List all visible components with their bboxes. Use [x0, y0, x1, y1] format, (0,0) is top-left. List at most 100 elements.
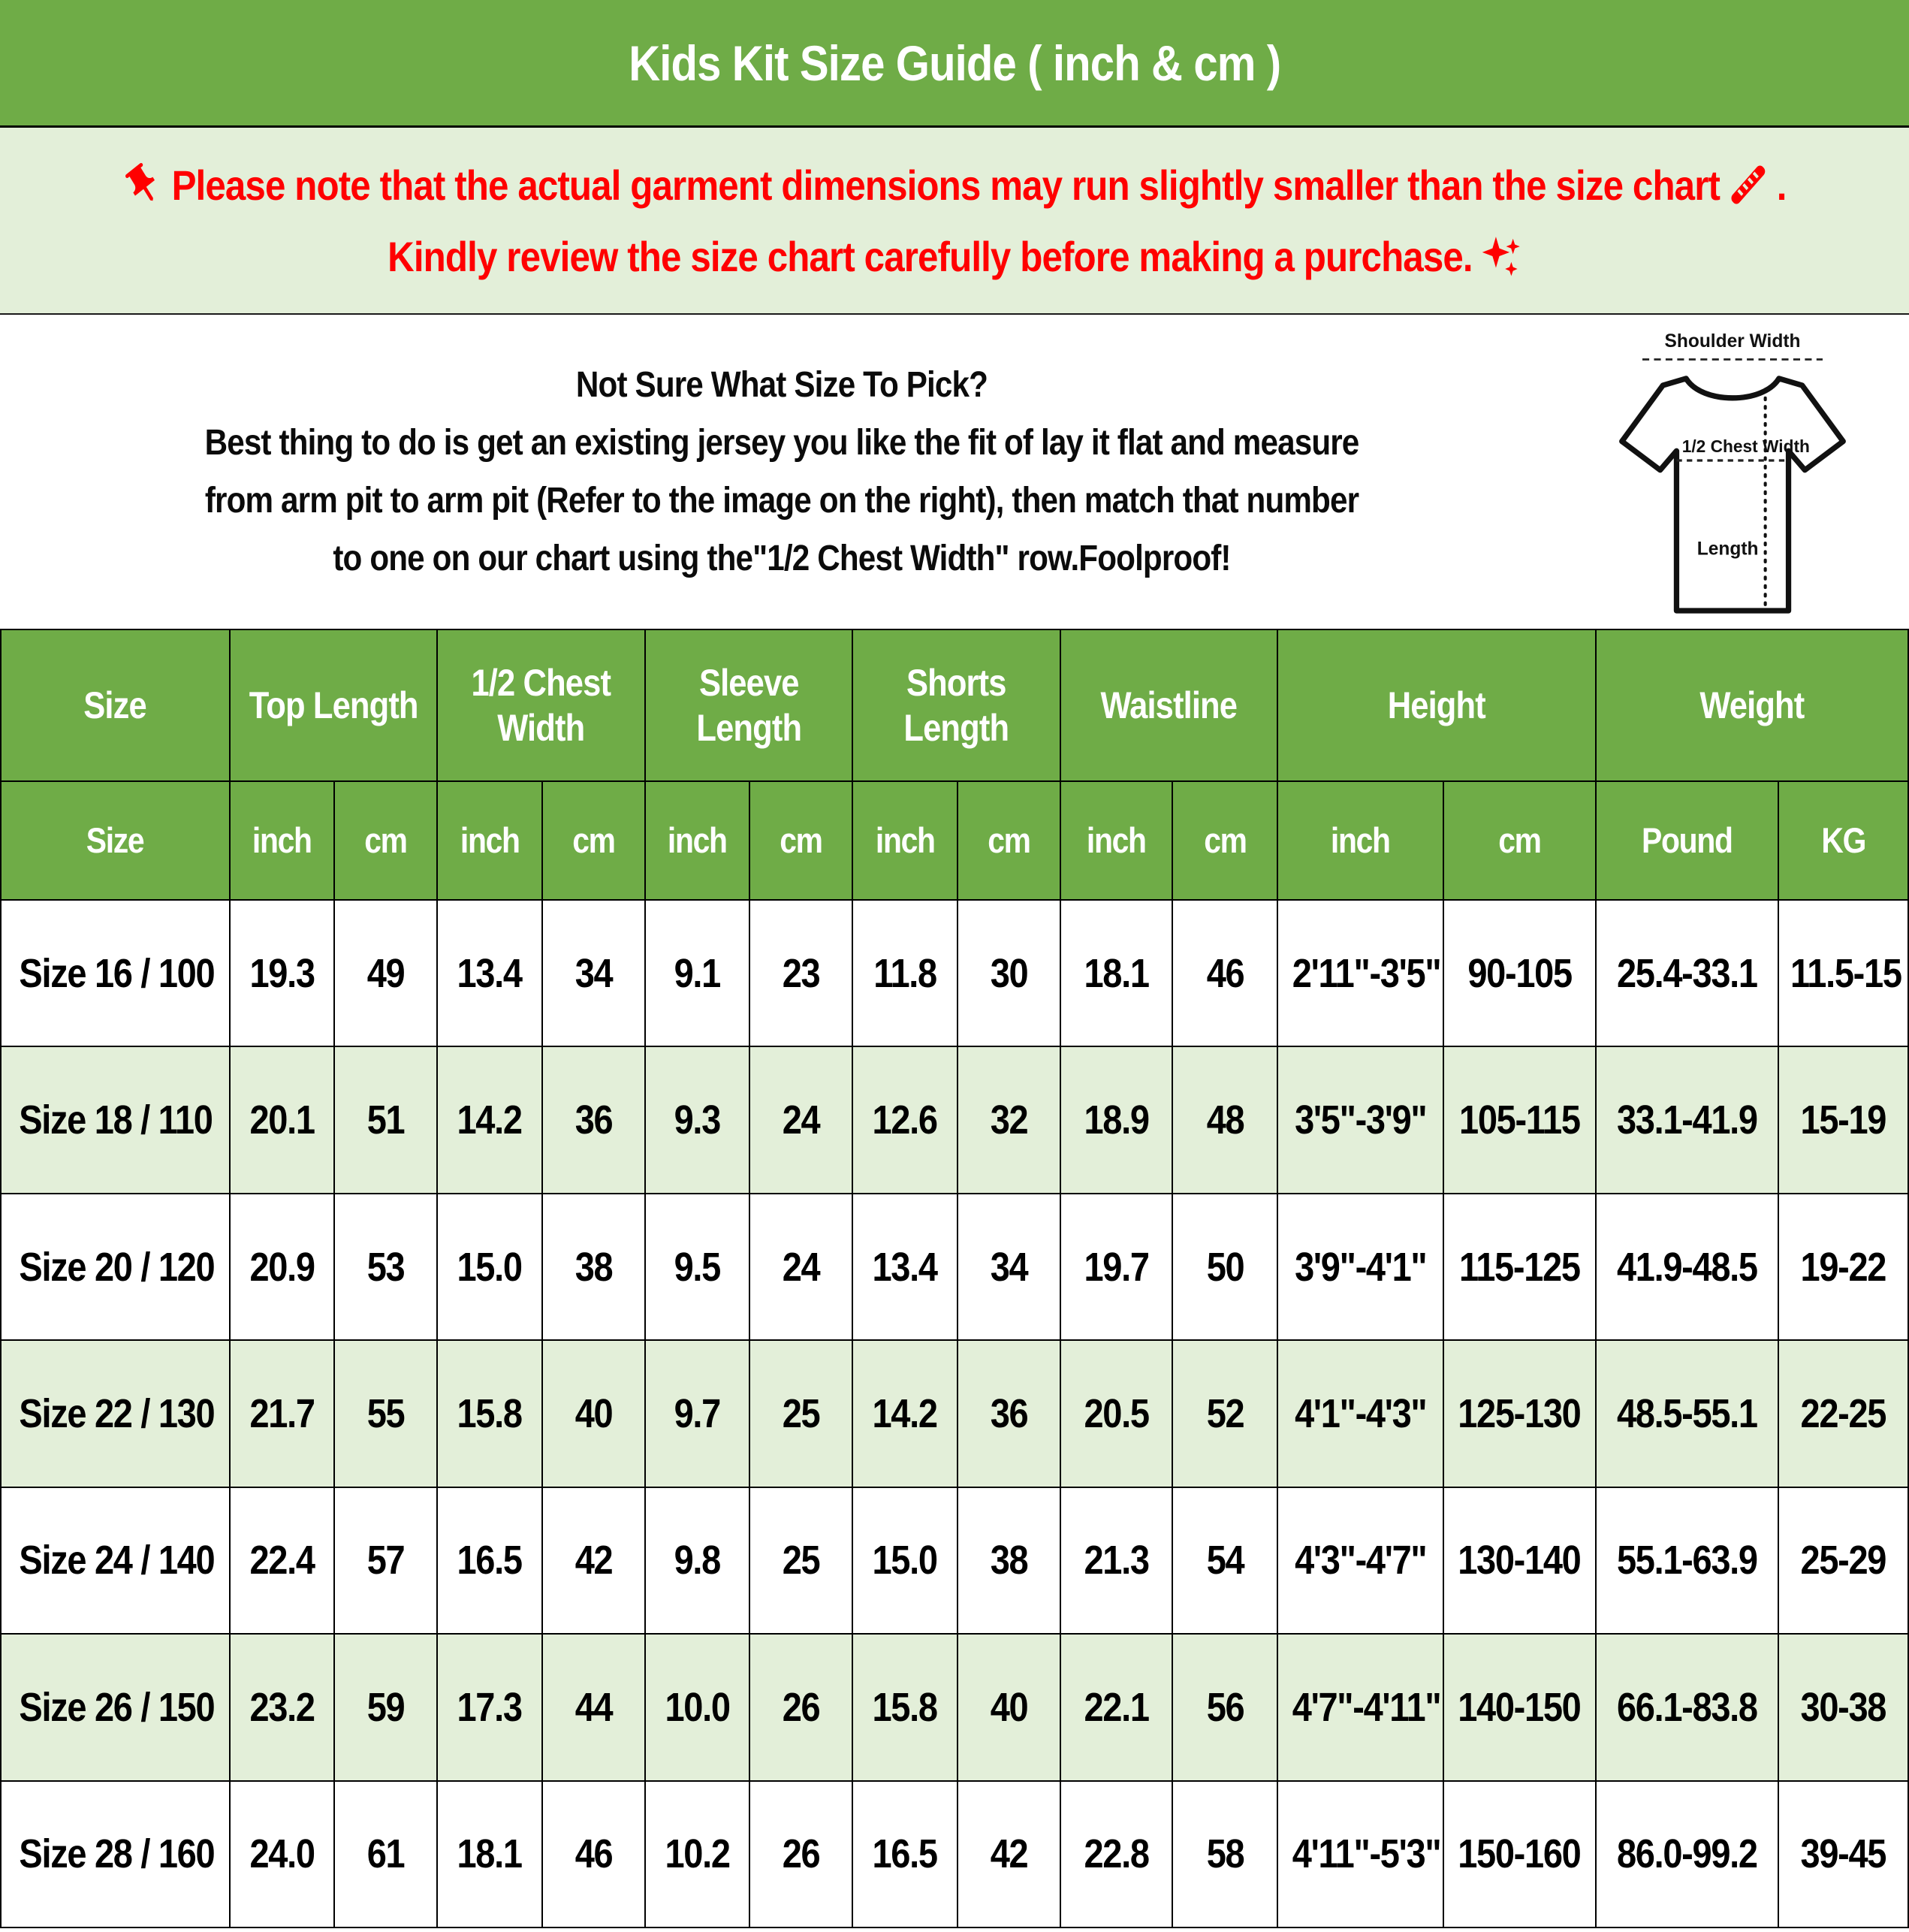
table-cell: 51 [333, 1046, 439, 1194]
table-cell: 14.2 [436, 1046, 543, 1194]
table-cell: 56 [1172, 1633, 1278, 1782]
table-cell: 15-19 [1778, 1046, 1909, 1194]
table-cell: 42 [956, 1780, 1061, 1929]
tshirt-measure-diagram: Shoulder Width 1/2 Chest Width Length [1556, 315, 1909, 629]
table-cell: 40 [541, 1339, 646, 1488]
table-row: Size 24 / 140 22.4 57 16.5 42 9.8 25 15.0 38 21.3… [0, 1486, 1909, 1635]
pushpin-icon [122, 162, 164, 208]
title-bar: Kids Kit Size Guide ( inch & cm ) [0, 0, 1909, 128]
tshirt-outline [1619, 376, 1846, 614]
table-cell: 21.3 [1059, 1486, 1174, 1635]
row-size-label: Size 18 / 110 [0, 1046, 231, 1194]
table-cell: 46 [541, 1780, 646, 1929]
table-cell: 11.8 [852, 898, 958, 1048]
table-cell: 46 [1172, 898, 1278, 1048]
ruler-icon [1728, 162, 1769, 208]
notice-text-1-end: . [1776, 161, 1787, 209]
table-cell: 19-22 [1778, 1192, 1909, 1342]
notice-banner: Please note that the actual garment dime… [0, 128, 1909, 315]
row-size-label: Size 20 / 120 [0, 1192, 231, 1342]
chest-width-label: 1/2 Chest Width [1682, 436, 1810, 456]
table-cell: 9.8 [644, 1486, 751, 1635]
size-help-line-3: to one on our chart using the"1/2 Chest … [333, 539, 1231, 578]
table-cell: 25.4-33.1 [1594, 898, 1780, 1048]
column-unit-header: cm [333, 780, 439, 901]
table-cell: 22.4 [228, 1486, 336, 1635]
column-unit-header: cm [1442, 780, 1597, 901]
table-cell: 22-25 [1778, 1339, 1909, 1488]
table-cell: 52 [1172, 1339, 1278, 1488]
table-cell: 18.9 [1059, 1046, 1174, 1194]
table-cell: 59 [333, 1633, 439, 1782]
table-cell: 24 [749, 1046, 854, 1194]
column-unit-header: Size [0, 780, 231, 901]
table-cell: 23.2 [228, 1633, 336, 1782]
table-cell: 58 [1172, 1780, 1278, 1929]
table-cell: 20.9 [228, 1192, 336, 1342]
column-group-header: Size [0, 629, 231, 782]
column-unit-header: inch [644, 780, 751, 901]
table-cell: 3'5"-3'9" [1277, 1046, 1444, 1194]
column-unit-header: inch [228, 780, 336, 901]
table-cell: 14.2 [852, 1339, 958, 1488]
table-cell: 2'11"-3'5" [1277, 898, 1444, 1048]
column-unit-header: cm [1172, 780, 1278, 901]
column-unit-header: inch [1059, 780, 1174, 901]
table-cell: 16.5 [852, 1780, 958, 1929]
length-label: Length [1697, 539, 1759, 559]
table-row: Size 18 / 110 20.1 51 14.2 36 9.3 24 12.6 32 18.9… [0, 1046, 1909, 1194]
table-cell: 19.7 [1059, 1192, 1174, 1342]
table-cell: 54 [1172, 1486, 1278, 1635]
sparkles-icon [1480, 233, 1521, 279]
table-body: Size 16 / 100 19.3 49 13.4 34 9.1 23 11.8 30 18.1… [0, 898, 1909, 1929]
table-cell: 4'7"-4'11" [1277, 1633, 1444, 1782]
table-cell: 15.8 [852, 1633, 958, 1782]
size-help-heading: Not Sure What Size To Pick? [575, 365, 988, 405]
size-help-section: Not Sure What Size To Pick? Best thing t… [0, 315, 1909, 629]
table-cell: 32 [956, 1046, 1061, 1194]
table-cell: 48 [1172, 1046, 1278, 1194]
table-cell: 34 [956, 1192, 1061, 1342]
column-group-header: Height [1277, 629, 1597, 782]
table-cell: 22.1 [1059, 1633, 1174, 1782]
size-help-line-2: from arm pit to arm pit (Refer to the im… [204, 481, 1359, 521]
table-cell: 48.5-55.1 [1594, 1339, 1780, 1488]
table-cell: 39-45 [1778, 1780, 1909, 1929]
table-row: Size 28 / 160 24.0 61 18.1 46 10.2 26 16.5 42 22.… [0, 1780, 1909, 1929]
table-cell: 18.1 [436, 1780, 543, 1929]
table-cell: 41.9-48.5 [1594, 1192, 1780, 1342]
column-group-header: Waistline [1059, 629, 1279, 782]
table-cell: 49 [333, 898, 439, 1048]
table-cell: 9.1 [644, 898, 751, 1048]
table-cell: 66.1-83.8 [1594, 1633, 1780, 1782]
table-cell: 53 [333, 1192, 439, 1342]
table-cell: 36 [541, 1046, 646, 1194]
notice-line-1: Please note that the actual garment dime… [115, 161, 1795, 210]
table-row: Size 22 / 130 21.7 55 15.8 40 9.7 25 14.2 36 20.5… [0, 1339, 1909, 1488]
table-cell: 15.0 [436, 1192, 543, 1342]
table-cell: 10.0 [644, 1633, 751, 1782]
column-group-header: 1/2 Chest Width [436, 629, 646, 782]
table-row: Size 20 / 120 20.9 53 15.0 38 9.5 24 13.4 34 19.7… [0, 1192, 1909, 1342]
row-size-label: Size 24 / 140 [0, 1486, 231, 1635]
table-cell: 50 [1172, 1192, 1278, 1342]
table-cell: 125-130 [1442, 1339, 1597, 1488]
table-cell: 30-38 [1778, 1633, 1909, 1782]
table-cell: 25 [749, 1486, 854, 1635]
table-cell: 20.1 [228, 1046, 336, 1194]
table-cell: 4'1"-4'3" [1277, 1339, 1444, 1488]
table-cell: 22.8 [1059, 1780, 1174, 1929]
notice-text-2: Kindly review the size chart carefully b… [388, 232, 1473, 280]
table-cell: 16.5 [436, 1486, 543, 1635]
table-cell: 15.0 [852, 1486, 958, 1635]
table-cell: 44 [541, 1633, 646, 1782]
table-cell: 57 [333, 1486, 439, 1635]
table-cell: 130-140 [1442, 1486, 1597, 1635]
column-unit-header: inch [852, 780, 958, 901]
column-unit-header: KG [1778, 780, 1909, 901]
row-size-label: Size 28 / 160 [0, 1780, 231, 1929]
column-unit-header: cm [749, 780, 854, 901]
table-cell: 55 [333, 1339, 439, 1488]
table-cell: 11.5-15 [1778, 898, 1909, 1048]
table-cell: 33.1-41.9 [1594, 1046, 1780, 1194]
